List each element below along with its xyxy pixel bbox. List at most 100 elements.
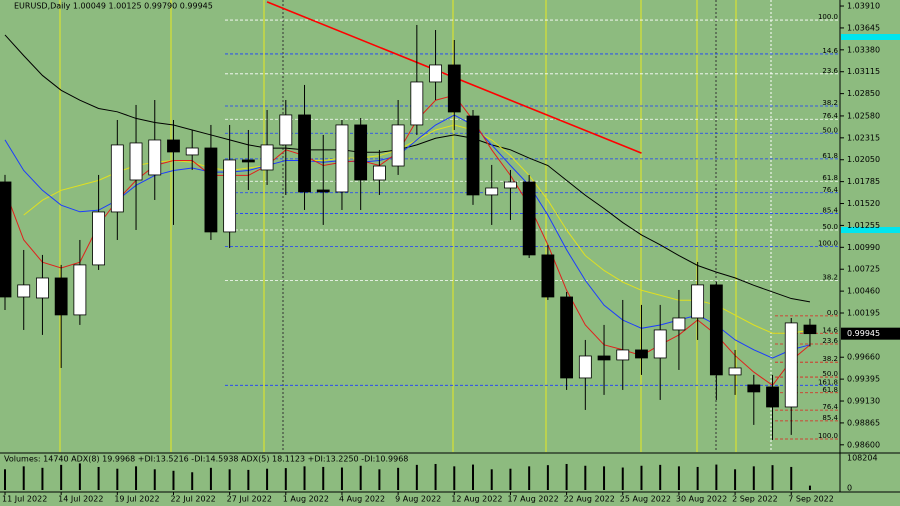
fib-label: 100.0 (818, 432, 838, 440)
candle-body (522, 181, 536, 256)
y-tick-label: 1.00460 (847, 287, 880, 296)
candle-body (148, 139, 162, 176)
fib-label: 14.6 (822, 326, 838, 334)
fib-label: 85.4 (822, 414, 838, 422)
candle-body (672, 317, 686, 331)
marker-box (841, 227, 900, 233)
fib-label: 38.2 (822, 273, 838, 281)
candle-body (185, 147, 199, 156)
y-tick-label: 0.99660 (847, 353, 880, 362)
fib-label: 61.8 (822, 386, 838, 394)
fib-label: 38.2 (822, 99, 838, 107)
current-price-label: 0.99945 (847, 329, 880, 338)
candle-body (466, 115, 480, 196)
x-tick-label: 9 Aug 2022 (395, 495, 441, 504)
y-tick-label: 1.02050 (847, 155, 880, 164)
candle-body (429, 64, 442, 83)
candle-body (560, 296, 573, 379)
candle-body (691, 284, 705, 319)
y-tick-label: 1.03910 (847, 2, 880, 11)
volume-tick-label: 0 (847, 484, 852, 493)
fib-label: 76.4 (822, 112, 838, 120)
y-tick-label: 0.99130 (847, 397, 880, 406)
candle-body (504, 181, 517, 189)
candle-body (204, 147, 218, 233)
candle-body (410, 81, 424, 126)
volume-tick-label: 108204 (847, 454, 878, 463)
marker-box (841, 34, 900, 40)
candle-body (803, 324, 817, 335)
fib-label: 14.6 (822, 47, 838, 55)
x-tick-label: 1 Aug 2022 (283, 495, 329, 504)
candle-body (747, 384, 761, 393)
fib-label: 38.2 (822, 355, 838, 363)
candle-body (316, 189, 330, 193)
candle-body (541, 254, 555, 298)
candle-body (298, 114, 311, 193)
candle-body (391, 124, 405, 167)
y-tick-label: 0.98600 (847, 440, 880, 449)
y-tick-label: 1.02315 (847, 133, 880, 142)
candle-body (653, 329, 667, 359)
chart-header: EURUSD,Daily 1.00049 1.00125 0.99790 0.9… (14, 2, 213, 11)
x-tick-label: 14 Jul 2022 (58, 495, 103, 504)
x-tick-label: 11 Jul 2022 (2, 495, 47, 504)
candle-body (578, 355, 592, 379)
current-price-box (841, 327, 900, 340)
x-tick-label: 19 Jul 2022 (114, 495, 159, 504)
y-tick-label: 1.00990 (847, 243, 880, 252)
x-tick-label: 4 Aug 2022 (339, 495, 385, 504)
y-tick-label: 1.00195 (847, 309, 880, 318)
candle-body (73, 264, 87, 316)
fib-label: 0.0 (827, 309, 838, 317)
x-tick-label: 2 Sep 2022 (732, 495, 778, 504)
x-tick-label: 22 Jul 2022 (170, 495, 215, 504)
fib-label: 161.8 (818, 378, 838, 386)
y-tick-label: 1.01255 (847, 221, 880, 230)
candle-body (372, 165, 386, 181)
fib-label: 85.4 (822, 206, 838, 214)
candle-body (616, 349, 630, 361)
fib-label: 76.4 (822, 186, 838, 194)
candle-body (485, 187, 499, 196)
candle-body (36, 277, 49, 299)
candle-body (354, 124, 368, 181)
candle-body (167, 139, 180, 153)
candle-body (110, 144, 124, 213)
candle-body (709, 284, 723, 376)
fib-label: 23.6 (822, 337, 838, 345)
y-tick-label: 1.00725 (847, 265, 880, 274)
y-tick-label: 1.01520 (847, 199, 880, 208)
candle-body (223, 159, 237, 233)
fib-label: 61.8 (822, 152, 838, 160)
x-tick-label: 7 Sep 2022 (788, 495, 834, 504)
candle-body (241, 159, 255, 163)
candle-body (17, 284, 31, 298)
candle-body (635, 349, 648, 359)
x-tick-label: 25 Aug 2022 (620, 495, 671, 504)
fib-label: 76.4 (822, 403, 838, 411)
y-tick-label: 0.99395 (847, 375, 880, 384)
candle-body (784, 322, 798, 408)
candle-body (728, 367, 742, 376)
fib-label: 100.0 (818, 13, 838, 21)
y-tick-label: 1.03380 (847, 45, 880, 54)
candle-body (0, 181, 12, 298)
y-tick-label: 1.03645 (847, 23, 880, 32)
candle-body (129, 142, 143, 181)
fib-label: 61.8 (822, 174, 838, 182)
x-tick-label: 30 Aug 2022 (676, 495, 727, 504)
x-tick-label: 17 Aug 2022 (507, 495, 558, 504)
y-tick-label: 0.98865 (847, 418, 880, 427)
candle-body (766, 386, 779, 408)
candle-body (335, 124, 349, 193)
indicator-label: Volumes: 14740 ADX(8) 19.9968 +DI:13.521… (4, 455, 408, 464)
fib-label: 50.0 (822, 126, 838, 134)
y-tick-label: 1.01785 (847, 177, 880, 186)
fib-label: 100.0 (818, 239, 838, 247)
fib-label: 50.0 (822, 223, 838, 231)
x-tick-label: 22 Aug 2022 (564, 495, 615, 504)
candle-body (92, 211, 105, 266)
candle-body (597, 355, 611, 361)
